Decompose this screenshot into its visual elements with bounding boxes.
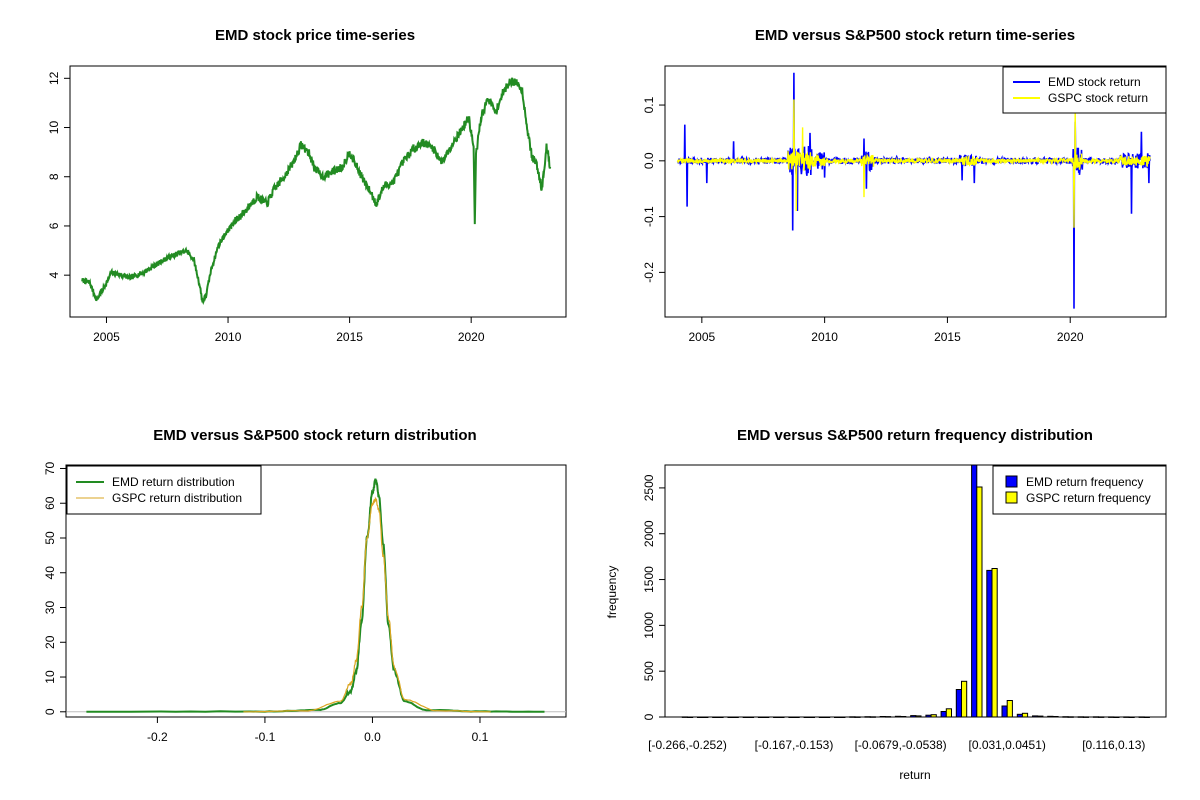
bar-emd	[971, 464, 978, 718]
y-tick-label: 1500	[642, 566, 656, 593]
y-tick-label: 4	[47, 272, 61, 279]
y-axis-label: frequency	[605, 566, 619, 619]
bar-gspc	[961, 680, 968, 718]
y-tick-label: 10	[47, 121, 61, 135]
chart-title: EMD stock price time-series	[215, 27, 415, 44]
legend: EMD stock return GSPC stock return	[1002, 66, 1167, 114]
x-tick-label: 2005	[688, 330, 715, 344]
y-tick-label: 0.1	[642, 96, 656, 113]
legend: EMD return frequency GSPC return frequen…	[992, 465, 1167, 515]
series-line-emd-price	[81, 77, 552, 306]
panel-price-timeseries: EMD stock price time-series 2005 2010 2015…	[47, 27, 567, 344]
panel-return-distribution: EMD versus S&P500 stock return distribut…	[43, 427, 567, 744]
chart-title: EMD versus S&P500 stock return distribut…	[153, 427, 476, 444]
y-tick-label: 60	[43, 496, 57, 510]
series-line-gspc-return	[676, 99, 1151, 228]
series-group	[676, 72, 1151, 309]
series-group	[66, 478, 566, 713]
legend-label-emd: EMD stock return	[1048, 75, 1141, 89]
axes: [-0.266,-0.252) [-0.167,-0.153) [-0.0679,-…	[642, 474, 1145, 752]
x-tick-label: 0.0	[364, 730, 381, 744]
bar-emd	[986, 569, 993, 718]
legend-box	[1002, 66, 1167, 114]
x-axis-label: return	[899, 768, 930, 782]
y-tick-label: 70	[43, 461, 57, 475]
legend-label-gspc: GSPC return frequency	[1026, 491, 1151, 505]
y-tick-label: 500	[642, 661, 656, 681]
y-tick-label: 20	[43, 635, 57, 649]
x-tick-label: [-0.266,-0.252)	[648, 738, 727, 752]
y-tick-label: 10	[43, 670, 57, 684]
x-tick-label: [0.116,0.13)	[1082, 738, 1145, 752]
series-group	[81, 77, 552, 306]
x-tick-label: [-0.0679,-0.0538)	[855, 738, 947, 752]
y-tick-label: 2500	[642, 474, 656, 501]
x-tick-label: 2015	[336, 330, 363, 344]
bar-emd	[940, 711, 947, 718]
axes: 2005 2010 2015 2020 4 6 8 10 12	[47, 71, 485, 344]
bar-gspc	[991, 568, 998, 718]
legend-box	[992, 465, 1167, 515]
y-tick-label: 40	[43, 566, 57, 580]
panel-return-timeseries: EMD versus S&P500 stock return time-seri…	[642, 27, 1167, 344]
x-tick-label: 2015	[934, 330, 961, 344]
y-tick-label: 0	[642, 713, 656, 720]
y-tick-label: 50	[43, 531, 57, 545]
legend: EMD return distribution GSPC return dist…	[66, 465, 262, 515]
x-tick-label: 0.1	[472, 730, 489, 744]
x-tick-label: 2010	[811, 330, 838, 344]
axes: 2005 2010 2015 2020 -0.2 -0.1 0.0 0.1	[642, 96, 1084, 344]
panel-frequency-distribution: EMD versus S&P500 return frequency distr…	[605, 427, 1167, 782]
legend-box	[66, 465, 262, 515]
y-tick-label: 30	[43, 601, 57, 615]
y-tick-label: 1000	[642, 612, 656, 639]
legend-label-gspc: GSPC stock return	[1048, 91, 1148, 105]
chart-title: EMD versus S&P500 return frequency distr…	[737, 427, 1093, 444]
bar-emd	[1001, 705, 1008, 718]
series-line-emd-return	[676, 72, 1151, 309]
legend-label-emd: EMD return distribution	[112, 475, 235, 489]
x-tick-label: [0.031,0.0451)	[968, 738, 1045, 752]
y-tick-label: -0.2	[642, 262, 656, 283]
y-tick-label: 8	[47, 173, 61, 180]
legend-swatch-emd	[1005, 475, 1018, 488]
x-tick-label: 2010	[215, 330, 242, 344]
x-tick-label: 2020	[1057, 330, 1084, 344]
y-tick-label: 0	[43, 708, 57, 715]
series-line-emd-density	[86, 478, 545, 713]
y-tick-label: 2000	[642, 520, 656, 547]
series-line-gspc-density	[243, 496, 491, 713]
bar-gspc	[1006, 700, 1013, 718]
y-tick-label: 0.0	[642, 152, 656, 169]
x-tick-label: 2005	[93, 330, 120, 344]
legend-label-emd: EMD return frequency	[1026, 475, 1143, 489]
legend-label-gspc: GSPC return distribution	[112, 491, 242, 505]
bar-gspc	[945, 708, 952, 718]
bar-gspc	[976, 486, 983, 718]
legend-swatch-gspc	[1005, 491, 1018, 504]
x-tick-label: -0.1	[255, 730, 276, 744]
y-tick-label: 6	[47, 222, 61, 229]
x-tick-label: 2020	[458, 330, 485, 344]
x-tick-label: [-0.167,-0.153)	[755, 738, 834, 752]
x-tick-label: -0.2	[147, 730, 168, 744]
y-tick-label: 12	[47, 71, 61, 85]
y-tick-label: -0.1	[642, 206, 656, 227]
chart-title: EMD versus S&P500 stock return time-seri…	[755, 27, 1075, 44]
axes: -0.2 -0.1 0.0 0.1 0 10 20 30 40 50 60 70	[43, 461, 489, 744]
bar-emd	[955, 689, 962, 718]
bar-gspc	[1021, 712, 1029, 718]
